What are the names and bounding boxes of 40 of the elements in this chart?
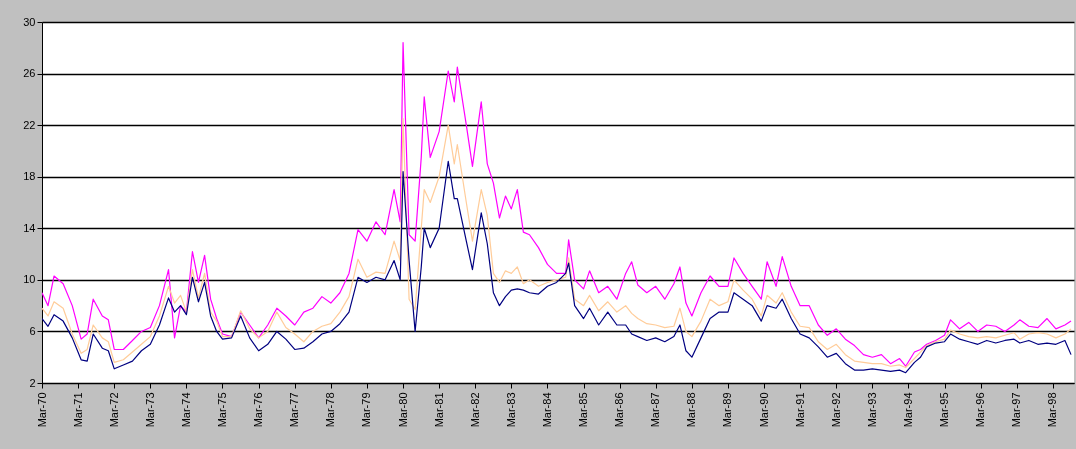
x-tick-label: Mar-96 [974, 392, 987, 428]
x-tick-label: Mar-73 [143, 392, 156, 428]
x-tick-label: Mar-85 [577, 392, 590, 428]
y-tick-label: 18 [23, 170, 36, 183]
x-tick-label: Mar-92 [829, 392, 842, 428]
y-tick-label: 10 [23, 273, 36, 286]
x-tick-label: Mar-90 [757, 392, 770, 428]
x-tick-label: Mar-83 [504, 392, 517, 428]
x-tick-label: Mar-93 [865, 392, 878, 428]
x-tick-label: Mar-76 [252, 392, 265, 428]
y-tick-label: 2 [29, 376, 36, 389]
x-tick-label: Mar-82 [468, 392, 481, 428]
x-tick-label: Mar-94 [901, 392, 914, 428]
x-tick-label: Mar-97 [1010, 392, 1023, 428]
line-series [42, 42, 1072, 367]
y-tick-label: 6 [29, 324, 36, 337]
x-tick-label: Mar-86 [613, 392, 626, 428]
x-tick-label: Mar-81 [432, 392, 445, 428]
x-tick-label: Mar-87 [649, 392, 662, 428]
x-tick-label: Mar-80 [396, 392, 409, 428]
x-tick-label: Mar-74 [179, 392, 192, 428]
x-tick-label: Mar-88 [685, 392, 698, 428]
x-tick-label: Mar-98 [1046, 392, 1059, 428]
x-tick-label: Mar-79 [360, 392, 373, 428]
y-tick-label: 14 [23, 221, 36, 234]
x-tick-label: Mar-75 [215, 392, 228, 428]
x-tick-label: Mar-77 [288, 392, 301, 428]
x-tick-label: Mar-91 [793, 392, 806, 428]
x-tick-label: Mar-78 [324, 392, 337, 428]
x-tick-label: Mar-70 [35, 392, 48, 428]
y-tick-label: 22 [23, 118, 36, 131]
y-tick-label: 30 [23, 15, 36, 28]
line-series [42, 118, 1072, 369]
line-series [42, 160, 1072, 374]
x-tick-label: Mar-72 [107, 392, 120, 428]
x-tick-label: Mar-71 [71, 392, 84, 428]
x-tick-label: Mar-84 [540, 392, 553, 428]
y-tick-label: 26 [23, 67, 36, 80]
x-tick-label: Mar-95 [938, 392, 951, 428]
x-tick-label: Mar-89 [721, 392, 734, 428]
